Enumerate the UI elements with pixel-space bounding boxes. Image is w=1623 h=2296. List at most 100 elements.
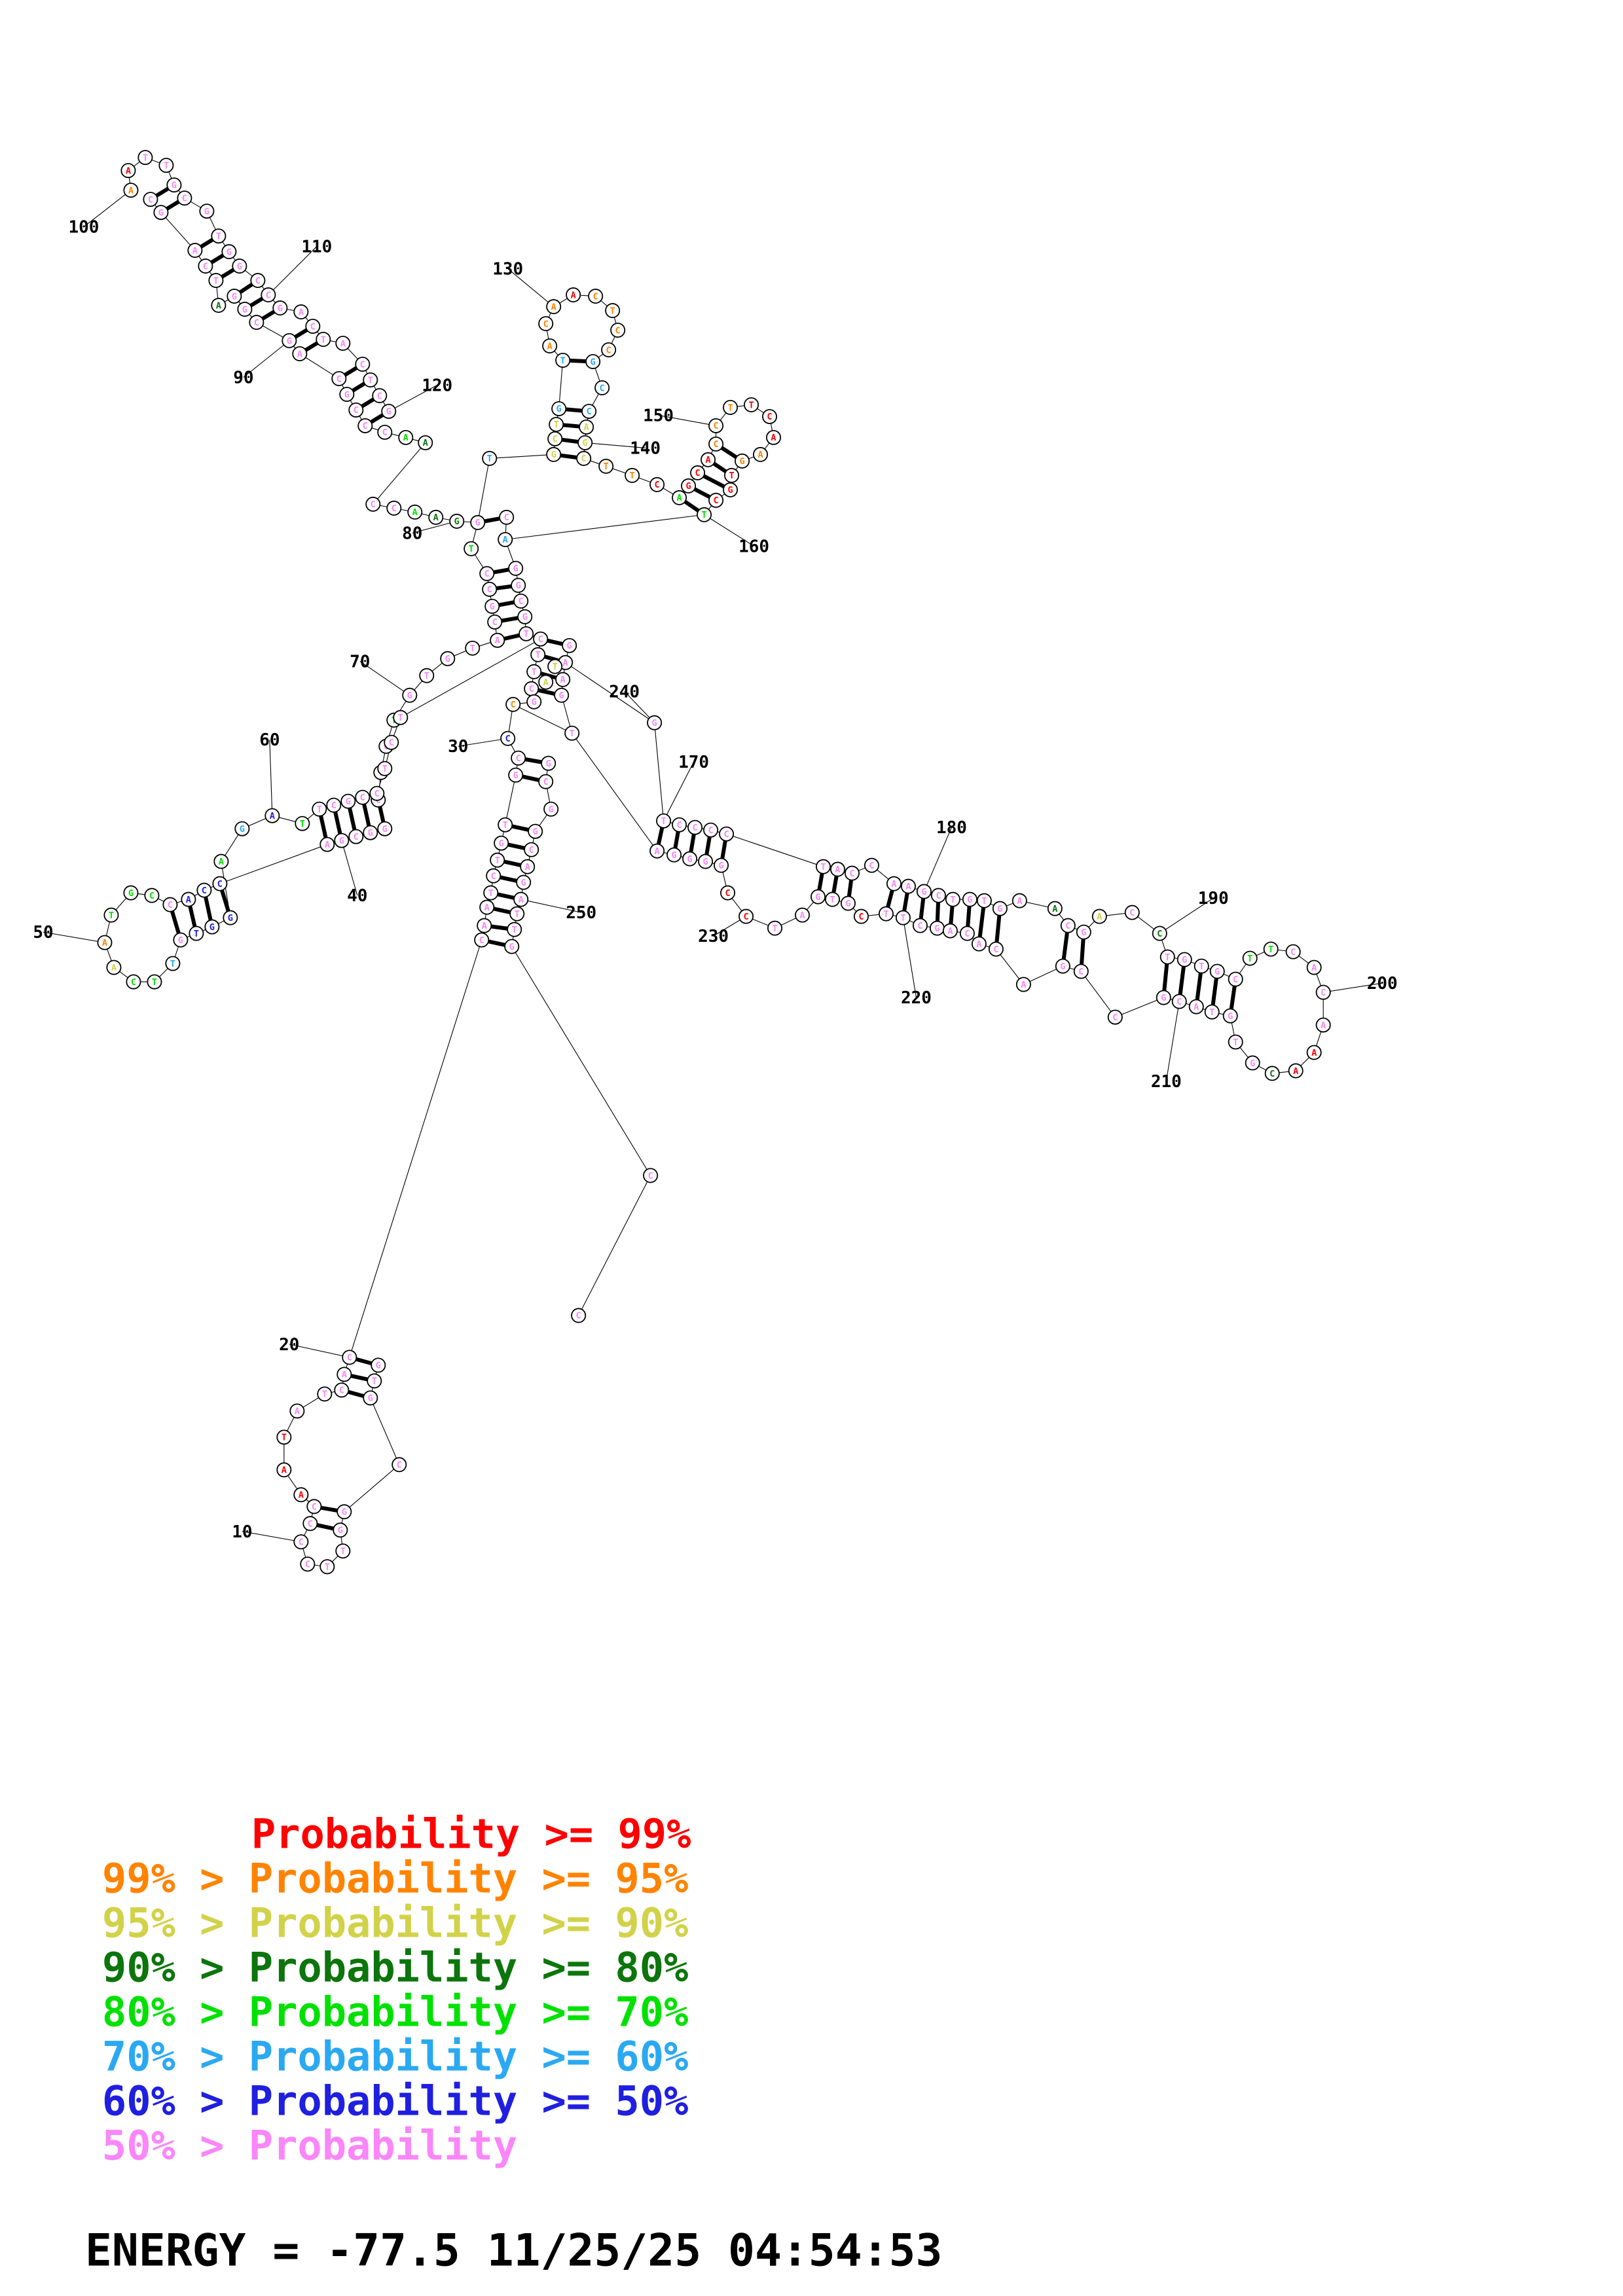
nucleotide-letter: C bbox=[360, 793, 365, 803]
nucleotide-letter: C bbox=[576, 1311, 581, 1321]
nucleotide-letter: A bbox=[551, 302, 556, 312]
nucleotide-circle bbox=[187, 243, 203, 259]
nucleotide-letter: A bbox=[891, 879, 896, 889]
nucleotide-letter: A bbox=[547, 341, 553, 351]
nucleotide-circle bbox=[335, 1543, 351, 1559]
nucleotide-circle bbox=[598, 458, 614, 474]
position-label-40: 40 bbox=[347, 886, 367, 906]
nucleotide-letter: G bbox=[128, 888, 134, 899]
nucleotide-letter: A bbox=[299, 1490, 304, 1501]
nucleotide-circle bbox=[363, 825, 378, 840]
position-label-170: 170 bbox=[678, 753, 709, 772]
nucleotide-circle bbox=[555, 352, 571, 368]
nucleotide-letter: G bbox=[687, 854, 692, 865]
nucleotide-circle bbox=[516, 874, 532, 890]
nucleotide-circle bbox=[701, 452, 716, 467]
nucleotide-circle bbox=[250, 273, 266, 289]
nucleotide-circle bbox=[767, 920, 783, 936]
nucleotide-circle bbox=[483, 885, 499, 901]
nucleotide-letter: G bbox=[567, 641, 572, 651]
nucleotide-circle bbox=[538, 316, 554, 332]
nucleotide-letter: A bbox=[482, 921, 487, 931]
nucleotide-circle bbox=[377, 424, 393, 440]
nucleotide-circle bbox=[895, 910, 911, 925]
nucleotide-circle bbox=[272, 300, 288, 316]
nucleotide-letter: A bbox=[503, 535, 508, 545]
nucleotide-letter: C bbox=[1157, 929, 1162, 939]
nucleotide-circle bbox=[276, 1429, 292, 1445]
nucleotide-letter: C bbox=[382, 427, 388, 438]
nucleotide-letter: T bbox=[772, 924, 777, 934]
nucleotide-circle bbox=[369, 785, 385, 801]
position-label-210: 210 bbox=[1151, 1072, 1182, 1092]
nucleotide-circle bbox=[143, 192, 158, 207]
nucleotide-letter: C bbox=[182, 193, 187, 204]
nucleotide-circle bbox=[1091, 908, 1107, 924]
nucleotide-letter: C bbox=[1321, 988, 1326, 998]
nucleotide-circle bbox=[504, 939, 520, 954]
nucleotide-circle bbox=[348, 829, 364, 844]
nucleotide-circle bbox=[208, 273, 224, 289]
nucleotide-letter: G bbox=[339, 836, 344, 846]
nucleotide-circle bbox=[477, 918, 492, 933]
nucleotide-letter: T bbox=[950, 895, 955, 905]
nucleotide-circle bbox=[697, 507, 712, 522]
nucleotide-letter: A bbox=[1097, 912, 1102, 922]
nucleotide-letter: C bbox=[593, 291, 598, 302]
nucleotide-circle bbox=[1194, 958, 1209, 974]
nucleotide-letter: T bbox=[1199, 961, 1204, 972]
nucleotide-circle bbox=[316, 332, 331, 347]
nucleotide-letter: T bbox=[470, 643, 475, 654]
nucleotide-letter: C bbox=[713, 421, 718, 431]
nucleotide-letter: T bbox=[143, 152, 148, 163]
nucleotide-letter: C bbox=[1176, 997, 1182, 1007]
nucleotide-circle bbox=[992, 901, 1008, 916]
nucleotide-circle bbox=[181, 891, 196, 907]
position-labels: 10 20 30 40 50 60 70 80 90 100 110 120 130 140 150 160 1… bbox=[33, 218, 1397, 1542]
nucleotide-letter: C bbox=[713, 495, 718, 506]
nucleotide-circle bbox=[1264, 1066, 1280, 1081]
nucleotide-letter: T bbox=[1209, 1007, 1214, 1018]
nucleotide-letter: G bbox=[815, 892, 820, 903]
nucleotide-circle bbox=[381, 403, 397, 419]
nucleotide-letter: C bbox=[516, 753, 521, 764]
legend-line-5: 80% > Probability >= 70% bbox=[102, 1988, 688, 2036]
nucleotide-letter: T bbox=[382, 764, 388, 774]
nucleotide-letter: T bbox=[830, 895, 835, 905]
nucleotide-circle bbox=[165, 956, 181, 971]
nucleotide-circle bbox=[795, 907, 811, 923]
nucleotide-letter: T bbox=[372, 1376, 377, 1387]
nucleotide-letter: C bbox=[858, 912, 864, 922]
nucleotide-circle bbox=[1288, 1063, 1304, 1079]
nucleotide-letter: G bbox=[549, 804, 554, 815]
nucleotide-letter: G bbox=[204, 206, 210, 217]
nucleotide-circle bbox=[714, 857, 729, 873]
nucleotide-letter: G bbox=[559, 691, 564, 701]
nucleotide-letter: T bbox=[981, 896, 987, 906]
nucleotide-letter: A bbox=[297, 349, 302, 359]
position-label-140: 140 bbox=[630, 439, 661, 458]
nucleotide-circle bbox=[465, 640, 481, 656]
nucleotide-letter: T bbox=[317, 804, 322, 815]
nucleotide-letter: C bbox=[337, 374, 342, 384]
nucleotide-letter: C bbox=[723, 829, 729, 840]
nucleotide-letter: C bbox=[1078, 967, 1084, 977]
nucleotide-letter: A bbox=[655, 846, 660, 857]
position-label-100: 100 bbox=[68, 218, 99, 238]
nucleotide-letter: A bbox=[1311, 1048, 1317, 1058]
position-label-50: 50 bbox=[33, 923, 53, 942]
nucleotide-letter: C bbox=[479, 935, 484, 946]
nucleotide-letter: A bbox=[192, 245, 198, 256]
nucleotide-circle bbox=[289, 1403, 305, 1419]
nucleotide-circle bbox=[562, 637, 577, 653]
nucleotide-circle bbox=[1306, 960, 1322, 975]
nucleotide-circle bbox=[672, 817, 687, 833]
nucleotide-circle bbox=[723, 482, 739, 497]
nucleotide-circle bbox=[348, 402, 364, 418]
nucleotide-circle bbox=[579, 419, 594, 435]
nucleotide-circle bbox=[601, 342, 617, 357]
nucleotide-circle bbox=[312, 801, 327, 817]
nucleotide-letter: C bbox=[695, 468, 700, 478]
